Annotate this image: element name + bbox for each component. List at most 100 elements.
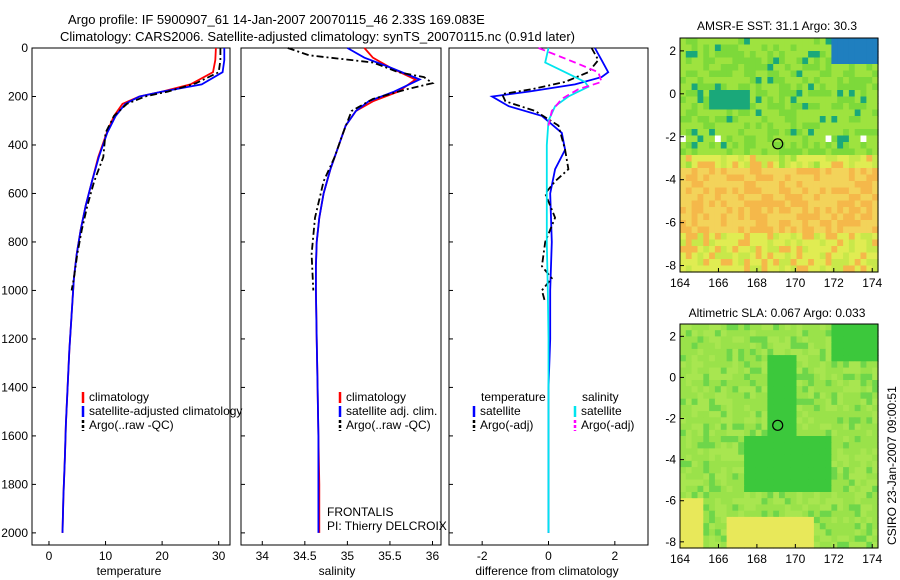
map-cell: [773, 510, 780, 518]
map-cell: [767, 386, 774, 393]
panel3-legend-item-label: satellite: [581, 404, 622, 418]
map-cell: [848, 348, 856, 356]
map-cell: [697, 220, 704, 228]
map-cell: [738, 148, 745, 156]
map-cell: [744, 510, 751, 518]
map-cell: [843, 380, 850, 387]
map-cell: [848, 252, 856, 260]
map-cell: [761, 96, 768, 104]
map-cell: [773, 367, 780, 375]
map-cell: [680, 454, 687, 462]
map-cell: [802, 174, 809, 182]
map-cell: [779, 64, 786, 72]
map-cell: [819, 174, 827, 182]
map-cell: [680, 51, 687, 59]
map-cell: [738, 122, 745, 130]
map-cell: [784, 411, 792, 418]
map-cell: [831, 324, 838, 331]
map-cell: [761, 498, 768, 505]
map-cell: [831, 233, 838, 241]
map-cell: [784, 116, 792, 124]
map-cell: [714, 324, 722, 331]
map-cell: [732, 83, 739, 91]
map-cell: [872, 129, 879, 137]
map-cell: [860, 259, 867, 267]
map-cell: [837, 473, 844, 481]
map-cell: [784, 220, 792, 228]
map-cell: [813, 116, 821, 124]
map-cell: [854, 330, 862, 337]
map-cell: [680, 96, 687, 104]
map-cell: [755, 473, 763, 481]
map-cell: [854, 541, 862, 549]
map-cell: [872, 460, 879, 468]
map-cell: [697, 64, 704, 72]
map-cell: [720, 246, 728, 254]
map-cell: [755, 523, 763, 530]
map-cell: [837, 252, 844, 260]
map-cell: [802, 367, 809, 375]
map-cell: [802, 168, 809, 176]
map-cell: [697, 523, 704, 530]
map-cell: [709, 226, 716, 234]
map-cell: [755, 129, 763, 137]
map-cell: [720, 479, 728, 487]
map-cell: [755, 44, 763, 52]
map-cell: [819, 116, 827, 124]
map-cell: [819, 122, 827, 130]
map-xtick-label: 164: [670, 552, 690, 566]
map-cell: [744, 348, 751, 356]
map-cell: [703, 207, 710, 215]
map-cell: [726, 485, 733, 493]
map2-field: [680, 324, 879, 549]
map-cell: [813, 246, 821, 254]
map-cell: [726, 83, 733, 91]
map-cell: [854, 485, 862, 493]
map-cell: [685, 361, 693, 369]
map-cell: [744, 51, 751, 59]
map-cell: [749, 194, 757, 202]
map-cell: [866, 473, 873, 481]
map-cell: [767, 529, 774, 537]
map-cell: [784, 348, 792, 356]
map-cell: [726, 529, 733, 537]
map-cell: [843, 77, 850, 85]
map-cell: [720, 460, 728, 468]
map-cell: [866, 194, 873, 202]
map-cell: [860, 541, 867, 549]
map-cell: [744, 442, 751, 449]
map-cell: [709, 259, 716, 267]
map-cell: [848, 380, 856, 387]
map-cell: [773, 324, 780, 331]
map-cell: [813, 90, 821, 98]
map-cell: [784, 380, 792, 387]
map-cell: [773, 233, 780, 241]
map-cell: [808, 77, 815, 85]
map-cell: [761, 448, 768, 456]
map-cell: [680, 485, 687, 493]
map-cell: [726, 233, 733, 241]
map-cell: [808, 64, 815, 72]
map-cell: [680, 83, 687, 91]
map-cell: [872, 429, 879, 437]
map-cell: [697, 373, 704, 381]
map-cell: [767, 64, 774, 72]
map-cell: [749, 404, 757, 412]
map-cell: [738, 361, 745, 369]
map-cell: [779, 386, 786, 393]
map-cell: [860, 485, 867, 493]
map-cell: [872, 116, 879, 124]
map-cell: [843, 213, 850, 221]
map-cell: [680, 155, 687, 163]
map-cell: [732, 498, 739, 505]
map-cell: [819, 460, 827, 468]
map-cell: [843, 510, 850, 518]
map-cell: [808, 442, 815, 449]
map-cell: [796, 246, 803, 254]
map-cell: [726, 386, 733, 393]
map-cell: [837, 355, 844, 362]
map-cell: [732, 246, 739, 254]
map-cell: [703, 239, 710, 247]
map-cell: [831, 510, 838, 518]
panel1-ytick-label: 1600: [1, 429, 28, 443]
